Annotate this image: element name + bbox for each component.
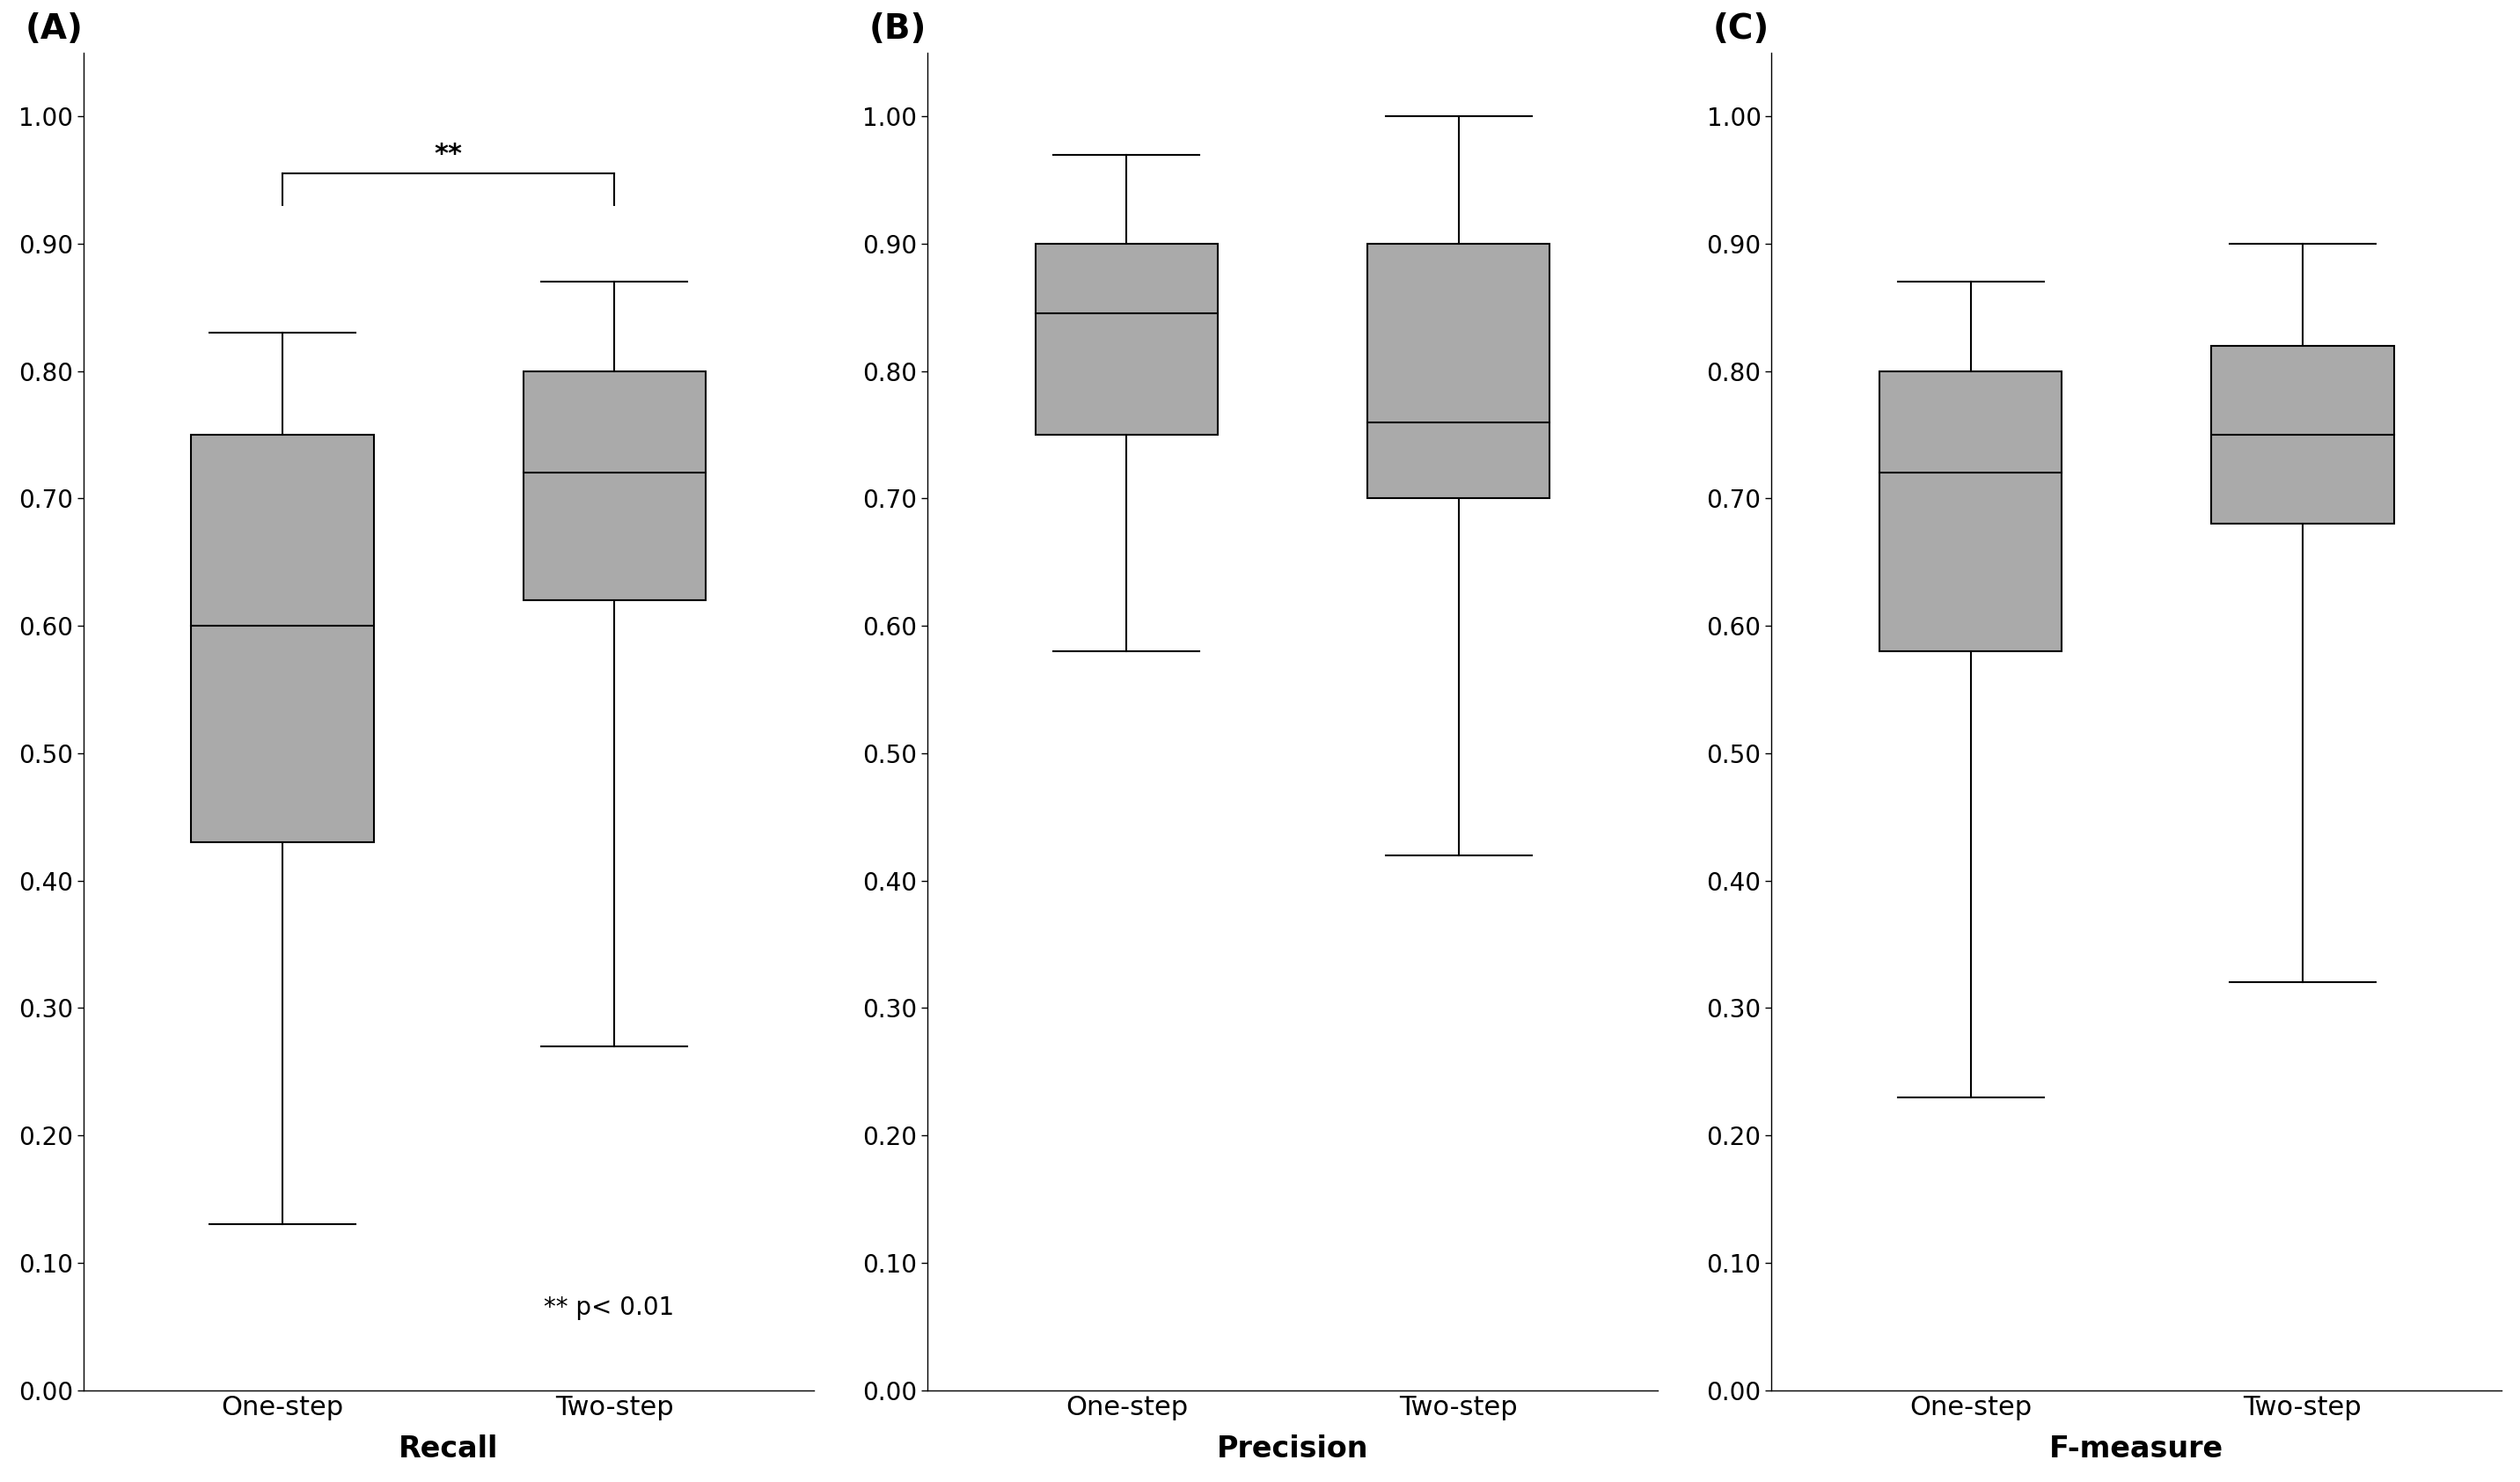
Bar: [1036, 243, 1217, 434]
Text: (C): (C): [1714, 12, 1769, 46]
Text: (B): (B): [869, 12, 927, 46]
Text: ** p< 0.01: ** p< 0.01: [544, 1295, 675, 1320]
X-axis label: Precision: Precision: [1217, 1435, 1368, 1464]
Bar: [192, 434, 373, 842]
Bar: [1880, 370, 2061, 651]
X-axis label: F-measure: F-measure: [2049, 1435, 2223, 1464]
Text: **: **: [433, 142, 464, 167]
Bar: [2210, 345, 2394, 525]
Bar: [524, 370, 706, 600]
X-axis label: Recall: Recall: [398, 1435, 499, 1464]
Text: (A): (A): [25, 12, 83, 46]
Bar: [1368, 243, 1550, 498]
